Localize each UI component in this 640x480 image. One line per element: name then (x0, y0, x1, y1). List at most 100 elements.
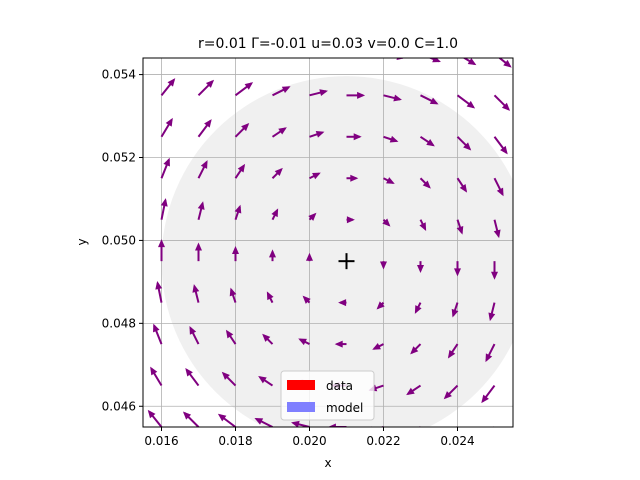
quiver-arrow (493, 426, 495, 427)
quiver-arrow (420, 94, 439, 105)
quiver-arrow (150, 366, 163, 387)
quiver-arrow (454, 261, 461, 277)
quiver-arrow (419, 177, 431, 189)
quiver-arrow (462, 58, 477, 66)
vortex-center-marker (338, 253, 355, 270)
quiver-arrow (493, 94, 511, 111)
quiver-arrow (195, 242, 202, 262)
quiver-arrow (185, 367, 200, 387)
quiver-arrow (451, 302, 459, 318)
quiver-arrow (376, 301, 385, 310)
quiver-arrow (346, 174, 359, 182)
quiver-arrow (266, 291, 274, 304)
quiver-arrow (269, 249, 276, 262)
legend: data model (280, 370, 375, 421)
x-tick-label: 0.022 (366, 434, 400, 448)
quiver-arrow (221, 371, 237, 387)
quiver-arrow (419, 135, 435, 147)
legend-swatch-data (287, 380, 315, 390)
quiver-arrow (182, 411, 200, 427)
legend-label-data: data (326, 379, 353, 393)
quiver-arrow (271, 127, 287, 138)
quiver-arrow (414, 302, 422, 314)
quiver-arrow (309, 172, 321, 180)
quiver-arrow (383, 135, 399, 143)
quiver-arrow (456, 136, 472, 151)
quiver-arrow (225, 329, 237, 345)
quiver-arrow (155, 281, 163, 303)
plot-frame (142, 57, 514, 428)
x-axis: 0.016 0.018 0.020 0.022 0.024 (144, 427, 475, 448)
quiver-arrow (346, 133, 362, 141)
quiver-arrow (306, 252, 313, 262)
quiver-arrow (217, 413, 237, 427)
quiver-arrow (418, 426, 421, 427)
quiver-arrow (410, 343, 422, 355)
y-tick-label: 0.046 (102, 399, 136, 413)
quiver-arrow (160, 198, 168, 220)
quiver-arrow (234, 163, 246, 179)
quiver-arrow (493, 219, 501, 239)
quiver-arrow (491, 261, 498, 280)
quiver-arrow (488, 302, 496, 322)
quiver-arrow (147, 409, 163, 427)
plot-area (142, 38, 514, 428)
quiver-arrow (443, 384, 459, 400)
legend-swatch-model (287, 402, 315, 412)
x-axis-title: x (324, 456, 331, 470)
quiver-arrow (372, 343, 384, 350)
quiver-arrow (456, 219, 464, 235)
quiver-arrow (380, 261, 387, 270)
quiver-arrow (189, 326, 200, 345)
chart-title: r=0.01 Γ=-0.01 u=0.03 v=0.0 C=1.0 (198, 36, 458, 52)
quiver-arrow (456, 94, 476, 109)
x-tick-label: 0.024 (440, 434, 474, 448)
legend-label-model: model (326, 401, 363, 415)
quiver-arrow (419, 219, 427, 231)
quiver-arrow (158, 239, 165, 262)
quiver-arrow (346, 216, 355, 224)
quiver-arrow (160, 157, 170, 179)
quiver-arrow (197, 201, 205, 220)
quiver-arrow (197, 79, 215, 97)
y-tick-label: 0.048 (102, 316, 136, 330)
quiver-arrow (234, 123, 250, 138)
y-tick-label: 0.052 (102, 151, 136, 165)
quiver-arrow (197, 119, 212, 138)
quiver-arrow (485, 343, 496, 363)
quiver-arrow (309, 89, 328, 97)
quiver-arrow (382, 218, 391, 227)
quiver-arrow (234, 82, 254, 97)
x-tick-label: 0.020 (292, 434, 326, 448)
plot-content (143, 38, 513, 427)
quiver-arrow (229, 287, 237, 303)
vortex-disk (161, 76, 513, 427)
quiver-arrow (338, 299, 347, 307)
quiver-arrow (272, 86, 291, 97)
quiver-arrow (396, 58, 406, 61)
quiver-arrow (327, 423, 347, 427)
quiver-arrow (308, 212, 317, 221)
quiver-arrow (302, 295, 311, 304)
quiver-arrow (162, 38, 178, 54)
quiver-arrow (160, 117, 173, 138)
y-tick-label: 0.050 (102, 233, 136, 247)
quiver-arrow (258, 375, 274, 387)
quiver-arrow (383, 177, 395, 184)
quiver-arrow (153, 323, 163, 345)
quiver-arrow (417, 261, 424, 273)
arrows (147, 38, 512, 427)
quiver-arrow (493, 177, 504, 197)
quiver-arrow (498, 58, 512, 68)
quiver-arrow (406, 384, 422, 396)
x-tick-label: 0.016 (144, 434, 178, 448)
y-tick-label: 0.054 (102, 68, 136, 82)
quiver-arrow (254, 417, 273, 427)
quiver-arrow (160, 78, 176, 96)
quiver-arrow (291, 420, 310, 427)
quiver-arrow (234, 204, 242, 221)
quiver-arrow (262, 333, 274, 345)
quiver-arrow (197, 160, 208, 179)
quiver-arrow (447, 343, 459, 359)
